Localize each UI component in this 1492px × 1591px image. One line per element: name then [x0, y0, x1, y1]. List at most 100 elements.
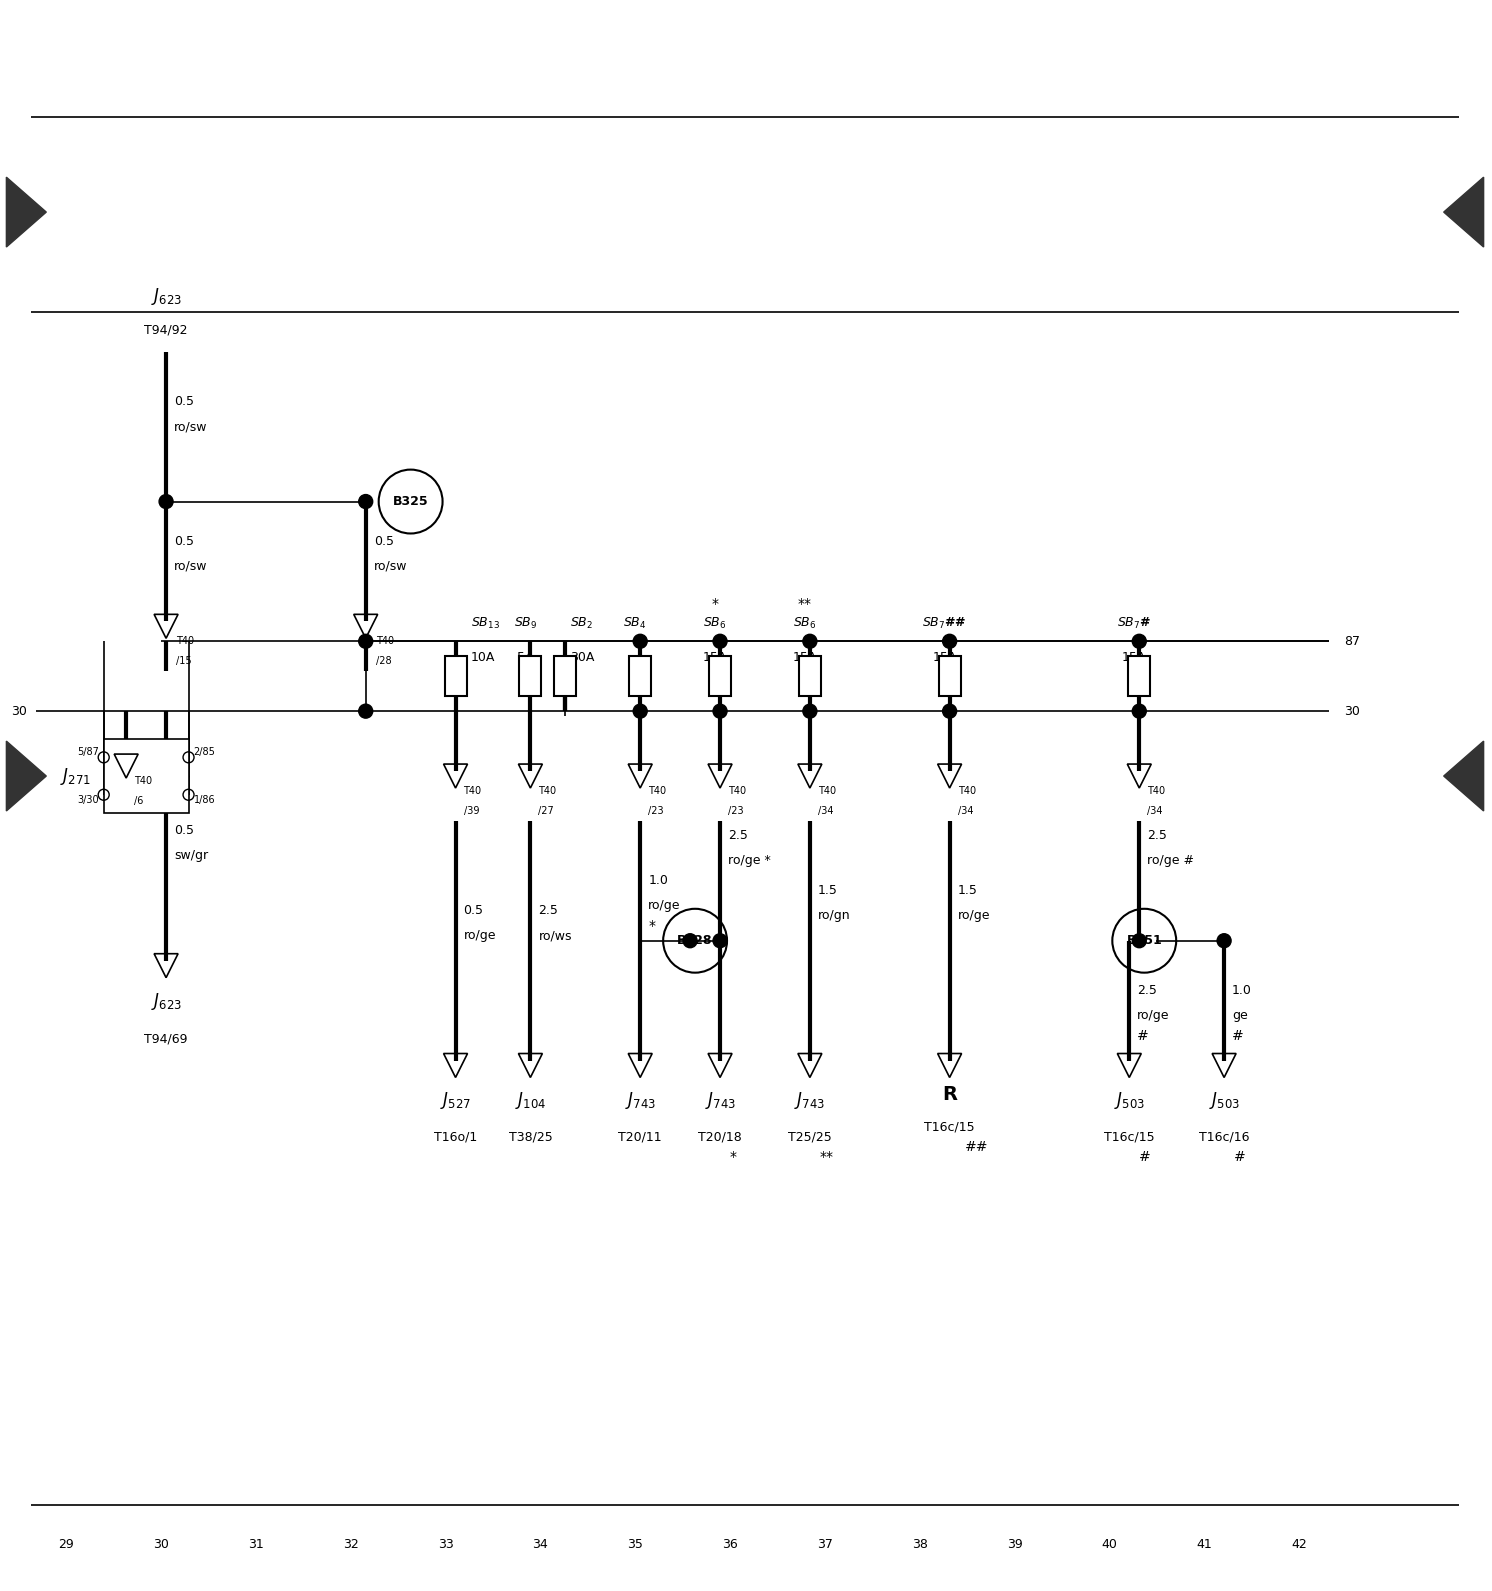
Text: $SB_{2}$: $SB_{2}$: [570, 616, 594, 632]
Text: ro/ge *: ro/ge *: [728, 854, 771, 867]
Text: T40: T40: [818, 786, 836, 796]
Text: ro/ge #: ro/ge #: [1147, 854, 1194, 867]
Polygon shape: [6, 177, 46, 247]
Text: 30: 30: [154, 1538, 169, 1551]
Text: /6: /6: [134, 796, 143, 807]
Text: 2.5: 2.5: [1137, 985, 1158, 998]
Circle shape: [358, 705, 373, 718]
Text: 2.5: 2.5: [728, 829, 747, 842]
Text: /15: /15: [176, 655, 191, 667]
Text: 5A: 5A: [518, 651, 534, 665]
Polygon shape: [1444, 741, 1483, 811]
Text: $SB_{9}$: $SB_{9}$: [513, 616, 537, 632]
Text: B328: B328: [677, 934, 713, 947]
Circle shape: [713, 635, 727, 648]
Text: /34: /34: [958, 807, 973, 816]
Circle shape: [713, 934, 727, 948]
Text: $J_{743}$: $J_{743}$: [625, 1090, 655, 1112]
Circle shape: [803, 635, 816, 648]
Text: **: **: [821, 1150, 834, 1165]
Circle shape: [1132, 635, 1146, 648]
Text: R: R: [941, 1085, 958, 1104]
Text: #: #: [1234, 1150, 1246, 1165]
Text: 30: 30: [1344, 705, 1359, 718]
Text: T20/18: T20/18: [698, 1130, 742, 1144]
Text: #: #: [1140, 1150, 1150, 1165]
Bar: [555, 655, 576, 697]
Text: $SB_{13}$: $SB_{13}$: [470, 616, 500, 632]
Text: T94/92: T94/92: [145, 325, 188, 337]
Circle shape: [358, 495, 373, 509]
Text: 30A: 30A: [570, 651, 595, 665]
Text: $J_{104}$: $J_{104}$: [515, 1090, 546, 1112]
Circle shape: [1132, 934, 1146, 948]
Text: ro/sw: ro/sw: [373, 560, 407, 573]
Text: 15A: 15A: [932, 651, 956, 665]
Text: 2/85: 2/85: [194, 748, 215, 757]
Text: T25/25: T25/25: [788, 1130, 831, 1144]
Text: 0.5: 0.5: [373, 535, 394, 547]
Text: ro/ge: ro/ge: [958, 910, 991, 923]
Text: *: *: [712, 597, 719, 611]
Text: $J_{743}$: $J_{743}$: [704, 1090, 736, 1112]
Text: T40: T40: [1147, 786, 1165, 796]
Circle shape: [943, 705, 956, 718]
Text: 29: 29: [58, 1538, 75, 1551]
Circle shape: [1217, 934, 1231, 948]
Text: T94/69: T94/69: [145, 1033, 188, 1045]
Text: $SB_{6}$: $SB_{6}$: [794, 616, 816, 632]
Circle shape: [683, 934, 697, 948]
Text: T40: T40: [958, 786, 976, 796]
Text: /27: /27: [539, 807, 554, 816]
Text: T16c/15: T16c/15: [1104, 1130, 1155, 1144]
Text: 32: 32: [343, 1538, 358, 1551]
Text: $J_{527}$: $J_{527}$: [440, 1090, 471, 1112]
Text: 30: 30: [12, 705, 27, 718]
Text: $J_{271}$: $J_{271}$: [60, 765, 91, 786]
Text: $SB_{6}$: $SB_{6}$: [703, 616, 727, 632]
Text: 42: 42: [1291, 1538, 1307, 1551]
Text: 33: 33: [437, 1538, 454, 1551]
Text: $SB_{7}$#: $SB_{7}$#: [1118, 616, 1152, 632]
Text: 36: 36: [722, 1538, 739, 1551]
Text: /34: /34: [818, 807, 834, 816]
Text: 41: 41: [1197, 1538, 1212, 1551]
Text: 37: 37: [818, 1538, 833, 1551]
Text: T40: T40: [134, 776, 152, 786]
Text: ro/ws: ro/ws: [539, 929, 571, 942]
Text: sw/gr: sw/gr: [175, 850, 209, 862]
Text: /39: /39: [464, 807, 479, 816]
Text: 1.5: 1.5: [958, 885, 977, 897]
Circle shape: [803, 705, 816, 718]
Text: 1/86: 1/86: [194, 796, 215, 805]
Text: 3/30: 3/30: [78, 796, 98, 805]
Text: T40: T40: [376, 636, 394, 646]
Text: ge: ge: [1232, 1009, 1247, 1021]
Text: 15A: 15A: [703, 651, 727, 665]
Circle shape: [358, 635, 373, 648]
Text: $J_{743}$: $J_{743}$: [794, 1090, 825, 1112]
Bar: [798, 655, 821, 697]
Text: ro/sw: ro/sw: [175, 420, 207, 433]
Text: 35: 35: [627, 1538, 643, 1551]
Text: T20/11: T20/11: [618, 1130, 662, 1144]
Text: ro/gn: ro/gn: [818, 910, 850, 923]
Text: /23: /23: [728, 807, 743, 816]
Text: T16c/15: T16c/15: [925, 1120, 974, 1133]
Text: ro/ge: ro/ge: [464, 929, 495, 942]
Bar: [630, 655, 651, 697]
Text: 87: 87: [1344, 635, 1359, 648]
Text: #: #: [1232, 1028, 1244, 1042]
Text: 0.5: 0.5: [464, 904, 483, 918]
Bar: [938, 655, 961, 697]
Circle shape: [633, 635, 648, 648]
Text: ##: ##: [965, 1141, 988, 1155]
Text: 39: 39: [1007, 1538, 1022, 1551]
Circle shape: [633, 705, 648, 718]
Text: T40: T40: [176, 636, 194, 646]
Text: $J_{503}$: $J_{503}$: [1115, 1090, 1144, 1112]
Text: T16o/1: T16o/1: [434, 1130, 477, 1144]
Text: /34: /34: [1147, 807, 1162, 816]
Text: ro/sw: ro/sw: [175, 560, 207, 573]
Text: Y: Y: [561, 684, 570, 698]
